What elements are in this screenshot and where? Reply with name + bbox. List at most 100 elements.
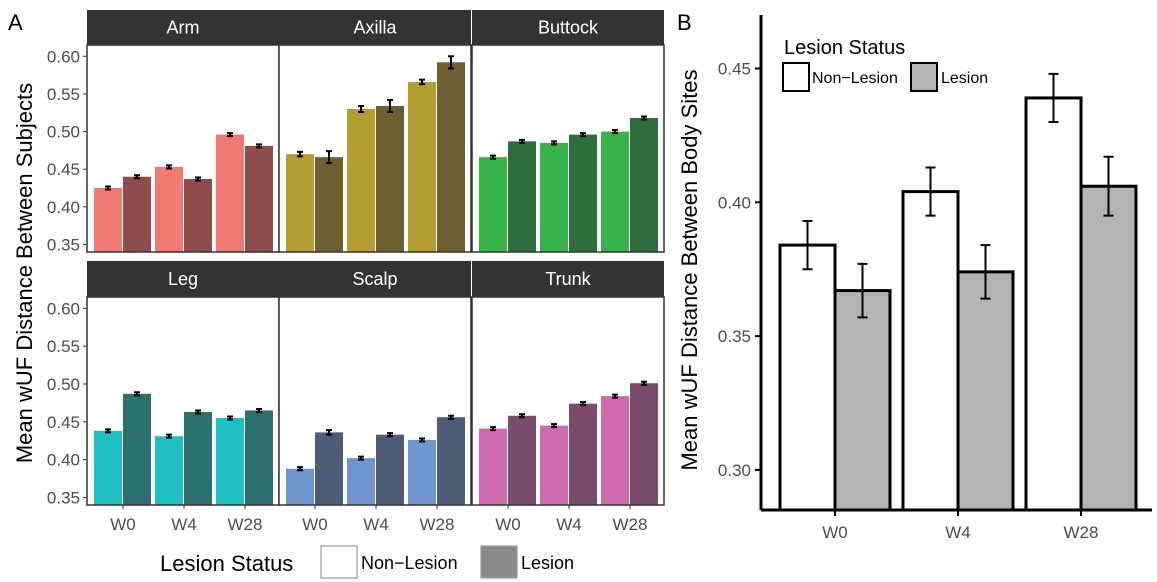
- errorbar-buttock-lesion-w28: [641, 115, 647, 121]
- errorbar-leg-lesion-w28: [256, 407, 262, 413]
- errorbar-leg-nonlesion-w4: [166, 433, 172, 439]
- errorbar-arm-nonlesion-w4: [166, 164, 172, 170]
- bar-arm-lesion-w28: [245, 145, 273, 252]
- bar-nonlesion-w4: [901, 190, 960, 512]
- legend-a-label-nonlesion: Non−Lesion: [361, 553, 458, 573]
- errorbar-trunk-lesion-w4: [580, 401, 586, 407]
- errorbar-buttock-lesion-w4: [580, 132, 586, 138]
- bar-arm-nonlesion-w0: [94, 188, 122, 252]
- errorbar-arm-lesion-w0: [134, 174, 140, 180]
- legend-a-title: Lesion Status: [160, 551, 293, 576]
- errorbar-trunk-lesion-w28: [641, 380, 647, 386]
- errorbar-leg-nonlesion-w28: [227, 415, 233, 421]
- bar-trunk-nonlesion-w4: [540, 425, 568, 505]
- errorbar-scalp-lesion-w4: [387, 432, 393, 438]
- facet-strip: [279, 261, 471, 297]
- x-tick-label: W28: [1064, 523, 1099, 542]
- errorbar-leg-lesion-w0: [134, 391, 140, 397]
- x-tick-label: W4: [171, 515, 197, 534]
- bar-axilla-lesion-w0: [315, 157, 343, 252]
- x-tick-label: W28: [420, 515, 455, 534]
- bar-leg-lesion-w0: [123, 393, 151, 505]
- facet-strip: [472, 261, 664, 297]
- facet-strip: [279, 10, 471, 45]
- errorbar-lesion-w4: [980, 244, 991, 300]
- errorbar-lesion-w28: [1103, 155, 1114, 217]
- errorbar-trunk-nonlesion-w4: [551, 423, 557, 429]
- y-tick-label: 0.40: [47, 198, 80, 217]
- y-tick-label: 0.60: [47, 47, 80, 66]
- x-tick-label: W4: [363, 515, 389, 534]
- y-tick-label: 0.35: [47, 488, 80, 507]
- y-tick-label: 0.45: [718, 60, 751, 79]
- y-tick-label: 0.45: [47, 413, 80, 432]
- legend-b-swatch-lesion: [910, 62, 938, 92]
- bar-nonlesion-w28: [1024, 96, 1083, 512]
- errorbar-axilla-lesion-w0: [326, 150, 332, 165]
- errorbar-buttock-nonlesion-w28: [612, 129, 618, 135]
- y-tick-label: 0.50: [47, 375, 80, 394]
- legend-b: Lesion Status Non−Lesion Lesion: [782, 37, 988, 92]
- y-tick-label: 0.55: [47, 85, 80, 104]
- errorbar-buttock-nonlesion-w0: [490, 154, 496, 160]
- y-tick-label: 0.40: [718, 193, 751, 212]
- errorbar-scalp-nonlesion-w4: [358, 455, 364, 461]
- facet-strip: [472, 10, 664, 45]
- x-tick-label: W28: [613, 515, 648, 534]
- bar-leg-lesion-w4: [184, 411, 212, 505]
- bar-axilla-nonlesion-w4: [347, 108, 375, 253]
- facet-strip-label: Axilla: [353, 18, 397, 38]
- bar-axilla-nonlesion-w0: [286, 154, 314, 252]
- bar-axilla-nonlesion-w28: [408, 81, 436, 252]
- y-tick-label: 0.40: [47, 451, 80, 470]
- facet-panel-border: [278, 44, 472, 253]
- facet-strip-label: Trunk: [545, 269, 591, 289]
- bar-buttock-nonlesion-w0: [479, 157, 507, 252]
- bar-lesion-w0: [833, 289, 892, 512]
- legend-b-title: Lesion Status: [784, 37, 905, 59]
- bar-nonlesion-w0: [778, 243, 837, 512]
- x-tick-label: W4: [556, 515, 582, 534]
- panel-label-b: B: [677, 10, 692, 35]
- bar-leg-nonlesion-w0: [94, 430, 122, 505]
- y-tick-label: 0.35: [47, 235, 80, 254]
- y-tick-label: 0.45: [47, 160, 80, 179]
- bar-scalp-nonlesion-w28: [408, 439, 436, 505]
- legend-b-label-nonlesion: Non−Lesion: [812, 70, 898, 87]
- errorbar-arm-lesion-w4: [195, 176, 201, 182]
- bar-lesion-w4: [956, 270, 1015, 512]
- y-axis-title-a: Mean wUF Distance Between Subjects: [12, 83, 37, 463]
- bar-leg-nonlesion-w28: [216, 418, 244, 505]
- bar-buttock-nonlesion-w28: [601, 131, 629, 252]
- y-axis-title-b: Mean wUF Distance Between Body Sites: [677, 69, 702, 470]
- errorbar-leg-nonlesion-w0: [105, 428, 111, 434]
- y-tick-label: 0.55: [47, 337, 80, 356]
- x-tick-label: W0: [822, 523, 848, 542]
- errorbar-axilla-nonlesion-w28: [419, 78, 425, 86]
- errorbar-nonlesion-w4: [925, 166, 936, 217]
- bar-trunk-lesion-w28: [630, 383, 658, 505]
- x-tick-label: W0: [302, 515, 328, 534]
- bar-buttock-lesion-w4: [569, 134, 597, 252]
- x-tick-label: W4: [945, 523, 971, 542]
- bar-scalp-lesion-w4: [376, 434, 404, 505]
- errorbar-scalp-nonlesion-w28: [419, 437, 425, 443]
- facet-strip-label: Leg: [168, 269, 198, 289]
- errorbar-arm-lesion-w28: [256, 143, 262, 149]
- bar-lesion-w28: [1079, 184, 1138, 512]
- bar-scalp-lesion-w28: [437, 417, 465, 505]
- legend-a-swatch-nonlesion: [320, 545, 358, 579]
- errorbar-trunk-nonlesion-w28: [612, 393, 618, 399]
- errorbar-nonlesion-w0: [802, 220, 813, 271]
- errorbar-axilla-lesion-w28: [448, 55, 454, 70]
- bar-trunk-nonlesion-w28: [601, 396, 629, 505]
- bar-buttock-lesion-w0: [508, 141, 536, 252]
- y-tick-label: 0.35: [718, 327, 751, 346]
- facet-grid: Arm 0.35 0.40 0.45 0.50 0.55 0.60 Axilla Buttock…: [47, 10, 665, 534]
- errorbar-scalp-lesion-w0: [326, 429, 332, 436]
- facet-strip-label: Buttock: [538, 18, 599, 38]
- errorbar-trunk-lesion-w0: [519, 413, 525, 419]
- bar-arm-lesion-w4: [184, 178, 212, 252]
- errorbar-trunk-nonlesion-w0: [490, 426, 496, 432]
